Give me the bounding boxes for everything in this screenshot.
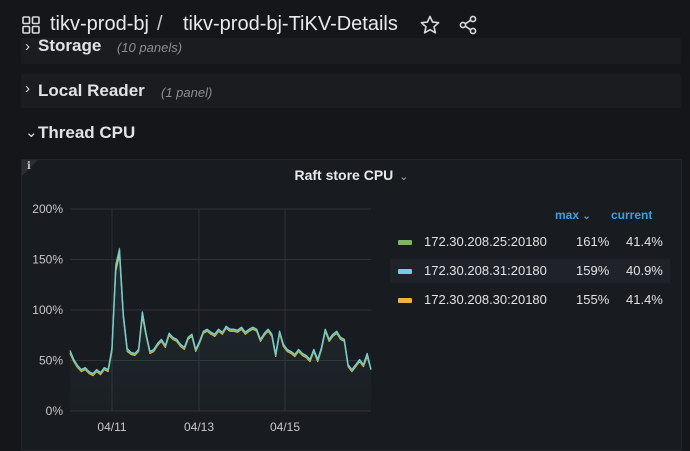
apps-grid-icon[interactable] — [22, 16, 40, 34]
star-icon[interactable] — [420, 15, 440, 35]
sort-chevron-icon: ⌄ — [582, 211, 591, 222]
x-tick-label: 04/15 — [270, 420, 300, 434]
row-title-storage: Storage — [38, 38, 102, 55]
legend-row[interactable]: 172.30.208.25:20180 161% 41.4% — [390, 230, 670, 254]
row-count-storage: (10 panels) — [117, 40, 183, 55]
row-count-local-reader: (1 panel) — [161, 85, 213, 100]
legend-swatch — [398, 298, 412, 303]
panel-title-text[interactable]: Raft store CPU — [294, 167, 394, 183]
chevron-right-icon: › — [25, 80, 30, 97]
legend-max-value: 155% — [576, 292, 610, 307]
chevron-down-icon: ⌄ — [399, 171, 409, 183]
y-tick-label: 50% — [39, 354, 63, 368]
series-line-1[interactable] — [69, 249, 372, 375]
legend-header-max[interactable]: max ⌄ — [555, 208, 591, 222]
legend-current-value: 40.9% — [626, 263, 663, 278]
chevron-right-icon: › — [25, 38, 30, 55]
share-icon[interactable] — [458, 15, 478, 35]
legend-swatch — [398, 269, 412, 274]
panel-title[interactable]: Raft store CPU ⌄ — [22, 167, 681, 183]
y-tick-label: 150% — [32, 253, 63, 267]
legend-series-name[interactable]: 172.30.208.25:20180 — [424, 234, 547, 249]
legend-header-current[interactable]: current — [611, 208, 653, 222]
row-thread-cpu[interactable]: ⌄ Thread CPU — [21, 116, 681, 150]
legend-header-max-label[interactable]: max — [555, 208, 580, 222]
y-tick-label: 200% — [32, 202, 63, 216]
breadcrumb-dashboard[interactable]: tikv-prod-bj-TiKV-Details — [183, 13, 398, 35]
legend-current-value: 41.4% — [626, 292, 663, 307]
x-tick-label: 04/11 — [97, 420, 126, 434]
legend-series-name[interactable]: 172.30.208.31:20180 — [424, 263, 547, 278]
row-title-thread-cpu: Thread CPU — [38, 123, 136, 142]
chevron-down-icon: ⌄ — [25, 124, 38, 141]
y-tick-label: 100% — [32, 303, 63, 317]
row-storage[interactable]: › Storage (10 panels) — [21, 38, 681, 64]
breadcrumb-separator: / — [157, 13, 163, 35]
row-title-local-reader: Local Reader — [38, 81, 145, 100]
legend-row[interactable]: 172.30.208.30:20180 155% 41.4% — [390, 288, 670, 312]
legend-max-value: 159% — [576, 263, 610, 278]
legend-max-value: 161% — [576, 234, 610, 249]
legend-current-value: 41.4% — [626, 234, 663, 249]
legend-row[interactable]: 172.30.208.31:20180 159% 40.9% — [390, 259, 670, 283]
legend-series-name[interactable]: 172.30.208.30:20180 — [424, 292, 547, 307]
info-icon[interactable]: i — [27, 161, 31, 172]
x-tick-label: 04/13 — [184, 420, 214, 434]
y-tick-label: 0% — [46, 404, 64, 418]
breadcrumb-folder[interactable]: tikv-prod-bj — [50, 13, 149, 35]
row-local-reader[interactable]: › Local Reader (1 panel) — [21, 74, 681, 108]
legend-swatch — [398, 240, 412, 245]
